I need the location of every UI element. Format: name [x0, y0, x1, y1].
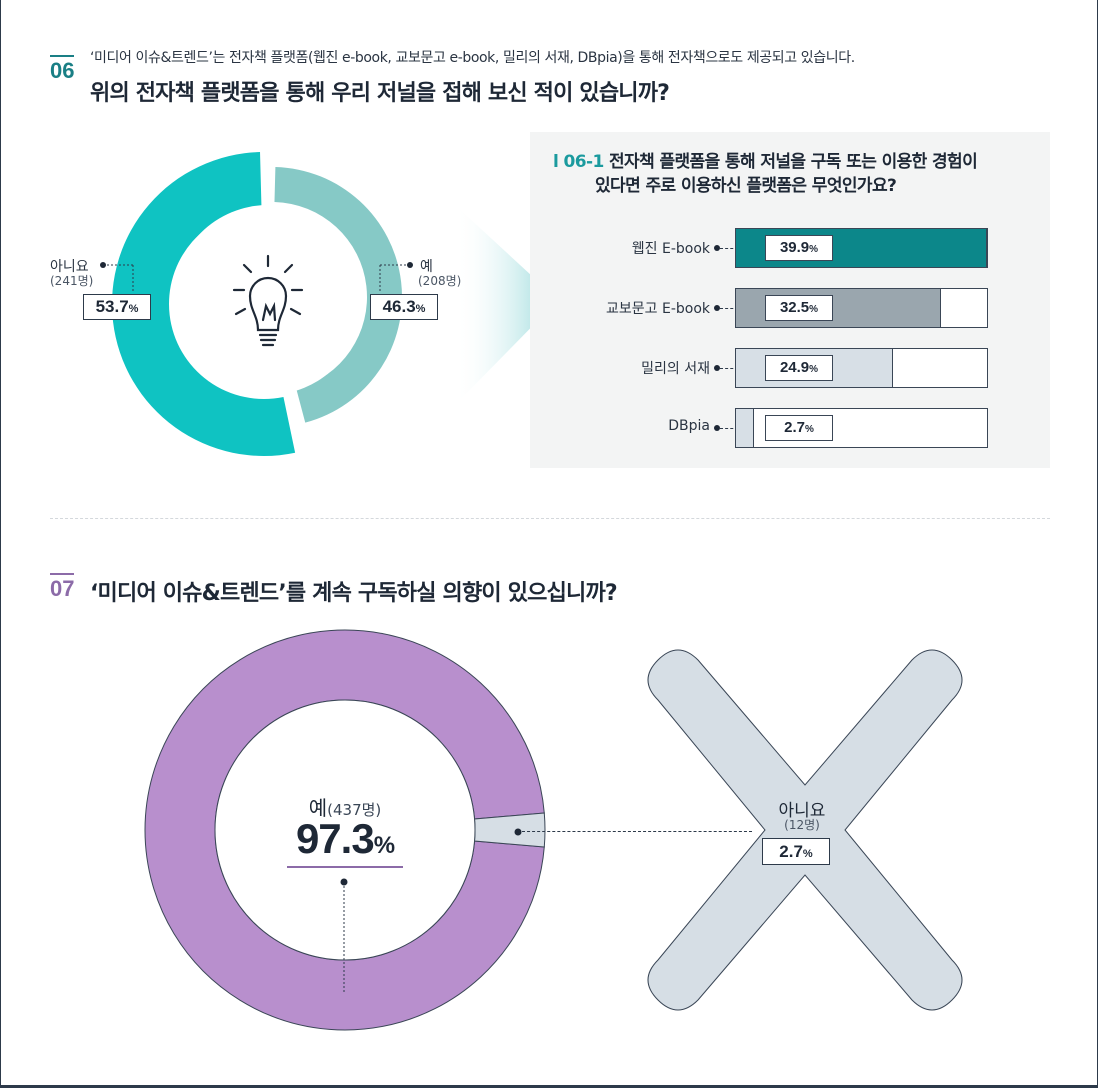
bar-label: 웹진 E-book	[631, 241, 710, 257]
bar-label: DBpia	[668, 418, 710, 434]
q07-leader-no	[522, 831, 752, 832]
bar-label: 교보문고 E-book	[606, 301, 710, 317]
q07-value-no: 2.7%	[762, 838, 830, 865]
q06-value-yes: 46.3%	[370, 294, 438, 320]
q07-count-no: (12명)	[784, 818, 820, 832]
q06-donut-hole	[173, 205, 363, 395]
q06-donut-segment-no	[112, 152, 296, 456]
q06-label-no: 아니요	[50, 259, 89, 275]
q07-dot-yes	[340, 878, 348, 886]
bar-leader	[714, 425, 720, 431]
q07-label-yes: 예	[308, 796, 328, 820]
q06-number: 06	[50, 55, 75, 83]
q06-donut-chart	[100, 152, 413, 456]
q06-subtitle: ‘미디어 이슈&트렌드’는 전자책 플랫폼(웹진 e-book, 교보문고 e-…	[90, 50, 855, 66]
bar-leader	[714, 305, 720, 311]
section-divider	[50, 518, 1050, 519]
q06-1-title-line2: 있다면 주로 이용하신 플랫폼은 무엇인가요?	[595, 176, 897, 196]
arrow-graphic	[455, 205, 558, 405]
q07-title: ‘미디어 이슈&트렌드’를 계속 구독하실 의향이 있으십니까?	[90, 581, 618, 606]
q06-1-number: l 06-1	[553, 152, 604, 172]
q06-count-yes: (208명)	[418, 274, 462, 288]
bar-label: 밀리의 서재	[641, 361, 710, 377]
bar	[736, 409, 754, 447]
q07-donut-segment-no	[473, 812, 546, 848]
q06-1-title: l 06-1 전자책 플랫폼을 통해 저널을 구독 또는 이용한 경험이 있다면…	[553, 150, 1033, 198]
q07-label-no: 아니요	[778, 801, 826, 821]
q06-count-no: (241명)	[50, 274, 94, 288]
q07-label-yes-wrap: 예(437명)	[260, 792, 430, 821]
q07-donut-hole	[214, 699, 476, 961]
q06-donut-segment-yes	[274, 167, 402, 423]
q06-dot-no	[100, 262, 106, 268]
bar-value-label: 2.7%	[765, 415, 833, 441]
q07-dot-no	[514, 828, 522, 836]
q07-number: 07	[50, 573, 75, 601]
lightbulb-icon	[232, 254, 304, 347]
bar-leader	[714, 245, 720, 251]
q06-label-yes: 예	[420, 259, 433, 275]
q07-value-yes: 97.3%	[295, 815, 395, 862]
bar-value-label: 32.5%	[765, 295, 833, 321]
q06-dot-yes	[407, 262, 413, 268]
bar-value-label: 24.9%	[765, 355, 833, 381]
x-mark-icon	[647, 649, 963, 1011]
bar-leader	[714, 365, 720, 371]
q06-1-title-line1: 전자책 플랫폼을 통해 저널을 구독 또는 이용한 경험이	[609, 152, 978, 172]
q07-count-yes: (437명)	[327, 801, 382, 819]
q06-title: 위의 전자책 플랫폼을 통해 우리 저널을 접해 보신 적이 있습니까?	[90, 81, 670, 106]
bar-value-label: 39.9%	[765, 235, 833, 261]
q07-donut-chart	[144, 629, 546, 1031]
q06-value-no: 53.7%	[83, 294, 151, 320]
